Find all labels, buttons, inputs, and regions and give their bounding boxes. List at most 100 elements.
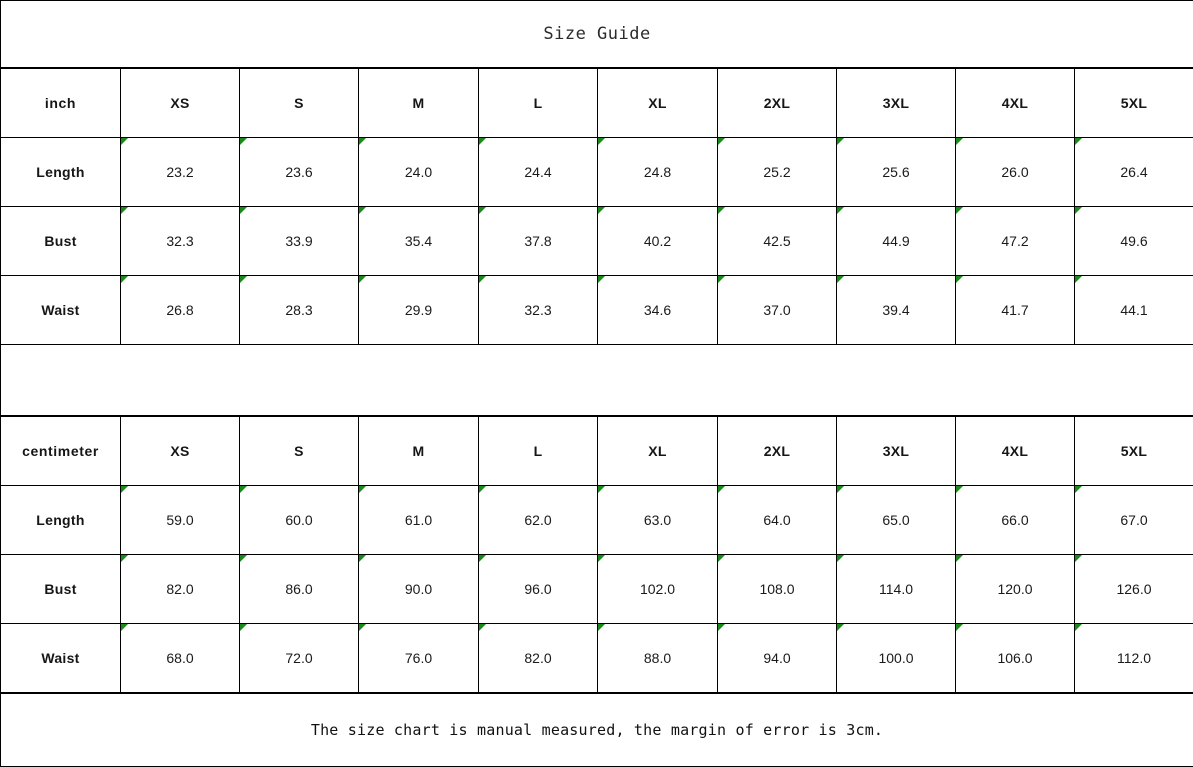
size-header-xs: XS [121, 69, 240, 138]
measurement-cell: 112.0 [1075, 624, 1193, 693]
measurement-cell: 63.0 [598, 486, 718, 555]
size-header-l: L [479, 417, 598, 486]
row-label-bust: Bust [1, 207, 121, 276]
size-header-3xl: 3XL [837, 417, 956, 486]
size-header-s: S [240, 417, 359, 486]
measurement-cell: 72.0 [240, 624, 359, 693]
size-header-5xl: 5XL [1075, 69, 1193, 138]
size-guide-table: Size Guide [0, 0, 1193, 68]
measurement-cell: 60.0 [240, 486, 359, 555]
measurement-cell: 67.0 [1075, 486, 1193, 555]
measurement-cell: 68.0 [121, 624, 240, 693]
size-header-3xl: 3XL [837, 69, 956, 138]
measurement-cell: 24.0 [359, 138, 479, 207]
page-title: Size Guide [1, 1, 1193, 68]
size-guide-body: Size Guide [1, 1, 1193, 68]
measurement-cell: 41.7 [956, 276, 1075, 345]
measurement-cell: 24.8 [598, 138, 718, 207]
measurement-cell: 32.3 [479, 276, 598, 345]
measurement-cell: 33.9 [240, 207, 359, 276]
measurement-cell: 82.0 [479, 624, 598, 693]
size-header-xl: XL [598, 69, 718, 138]
measurement-cell: 26.8 [121, 276, 240, 345]
measurement-cell: 39.4 [837, 276, 956, 345]
measurement-cell: 47.2 [956, 207, 1075, 276]
measurement-cell: 88.0 [598, 624, 718, 693]
measurement-cell: 62.0 [479, 486, 598, 555]
size-header-xs: XS [121, 417, 240, 486]
measurement-cell: 25.6 [837, 138, 956, 207]
measurement-cell: 37.8 [479, 207, 598, 276]
spacer-cell [1, 345, 1193, 416]
row-label-length: Length [1, 138, 121, 207]
size-header-2xl: 2XL [718, 417, 837, 486]
measurement-cell: 24.4 [479, 138, 598, 207]
size-header-2xl: 2XL [718, 69, 837, 138]
size-header-m: M [359, 69, 479, 138]
measurement-cell: 64.0 [718, 486, 837, 555]
row-label-length: Length [1, 486, 121, 555]
size-header-4xl: 4XL [956, 69, 1075, 138]
measurement-cell: 35.4 [359, 207, 479, 276]
measurement-cell: 59.0 [121, 486, 240, 555]
footer-table: The size chart is manual measured, the m… [0, 693, 1193, 767]
measurement-cell: 29.9 [359, 276, 479, 345]
measurement-cell: 94.0 [718, 624, 837, 693]
measurement-cell: 82.0 [121, 555, 240, 624]
measurement-cell: 44.9 [837, 207, 956, 276]
measurement-cell: 102.0 [598, 555, 718, 624]
measurement-cell: 28.3 [240, 276, 359, 345]
measurement-cell: 25.2 [718, 138, 837, 207]
spacer-row [1, 345, 1193, 416]
measurement-cell: 26.0 [956, 138, 1075, 207]
measurement-cell: 86.0 [240, 555, 359, 624]
measurement-cell: 90.0 [359, 555, 479, 624]
measurement-cell: 32.3 [121, 207, 240, 276]
measurement-cell: 40.2 [598, 207, 718, 276]
measurement-cell: 126.0 [1075, 555, 1193, 624]
measurement-cell: 100.0 [837, 624, 956, 693]
measurement-cell: 37.0 [718, 276, 837, 345]
measurement-cell: 26.4 [1075, 138, 1193, 207]
size-header-4xl: 4XL [956, 417, 1075, 486]
row-label-bust: Bust [1, 555, 121, 624]
size-header-xl: XL [598, 417, 718, 486]
unit-header-centimeter: centimeter [1, 417, 121, 486]
title-row: Size Guide [1, 1, 1193, 68]
measurement-cell: 120.0 [956, 555, 1075, 624]
measurement-cell: 44.1 [1075, 276, 1193, 345]
size-header-l: L [479, 69, 598, 138]
measurement-cell: 114.0 [837, 555, 956, 624]
unit-header-inch: inch [1, 69, 121, 138]
size-header-s: S [240, 69, 359, 138]
measurement-cell: 66.0 [956, 486, 1075, 555]
measurement-cell: 61.0 [359, 486, 479, 555]
measurement-cell: 23.2 [121, 138, 240, 207]
measurement-cell: 96.0 [479, 555, 598, 624]
row-label-waist: Waist [1, 624, 121, 693]
measurement-cell: 23.6 [240, 138, 359, 207]
measurement-cell: 108.0 [718, 555, 837, 624]
row-label-waist: Waist [1, 276, 121, 345]
measurement-cell: 106.0 [956, 624, 1075, 693]
measurement-cell: 42.5 [718, 207, 837, 276]
measurement-cell: 76.0 [359, 624, 479, 693]
footer-row: The size chart is manual measured, the m… [1, 694, 1193, 767]
size-header-m: M [359, 417, 479, 486]
measurement-cell: 49.6 [1075, 207, 1193, 276]
size-header-5xl: 5XL [1075, 417, 1193, 486]
measurement-disclaimer: The size chart is manual measured, the m… [1, 694, 1193, 767]
measurement-cell: 65.0 [837, 486, 956, 555]
